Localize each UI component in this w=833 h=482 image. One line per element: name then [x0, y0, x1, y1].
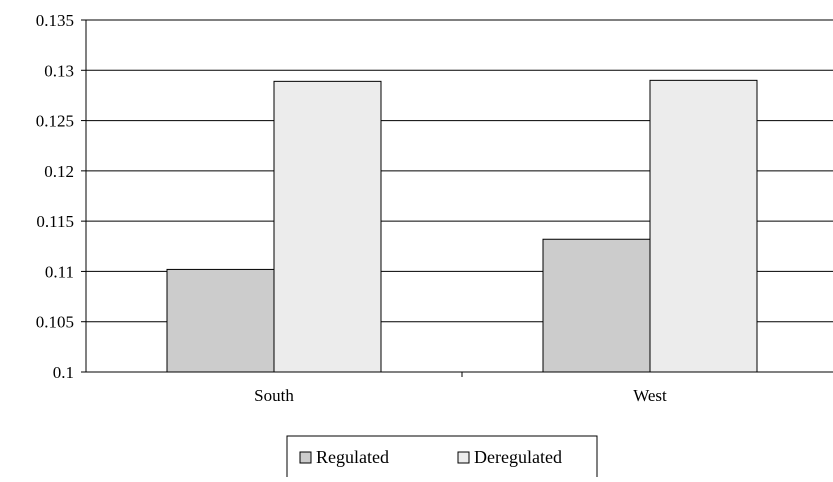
bar-regulated-south: [166, 268, 275, 373]
y-tick-label: 0.105: [36, 313, 74, 332]
legend-swatch-deregulated: [457, 451, 470, 464]
y-tick-label: 0.13: [44, 61, 74, 80]
y-tick-label: 0.125: [36, 112, 74, 131]
x-tick-labels: South West: [254, 386, 667, 405]
x-tick-label: West: [633, 386, 667, 405]
y-tick-label: 0.11: [45, 262, 74, 281]
legend-label-regulated: Regulated: [316, 447, 389, 467]
axes: [81, 19, 833, 377]
bar-deregulated-west: [649, 79, 758, 373]
legend-box: [286, 435, 598, 479]
bar-regulated-west: [542, 238, 651, 373]
y-tick-label: 0.135: [36, 11, 74, 30]
y-tick-label: 0.12: [44, 162, 74, 181]
bars: [166, 79, 758, 373]
bar-deregulated-south: [273, 80, 382, 373]
y-tick-label: 0.115: [36, 212, 74, 231]
legend-swatch-regulated: [299, 451, 312, 464]
y-tick-label: 0.1: [53, 363, 74, 382]
x-tick-label: South: [254, 386, 294, 405]
y-tick-labels: 0.1 0.105 0.11 0.115 0.12 0.125 0.13 0.135: [36, 11, 74, 382]
legend-label-deregulated: Deregulated: [474, 447, 562, 467]
legend: Regulated Deregulated: [286, 435, 598, 479]
